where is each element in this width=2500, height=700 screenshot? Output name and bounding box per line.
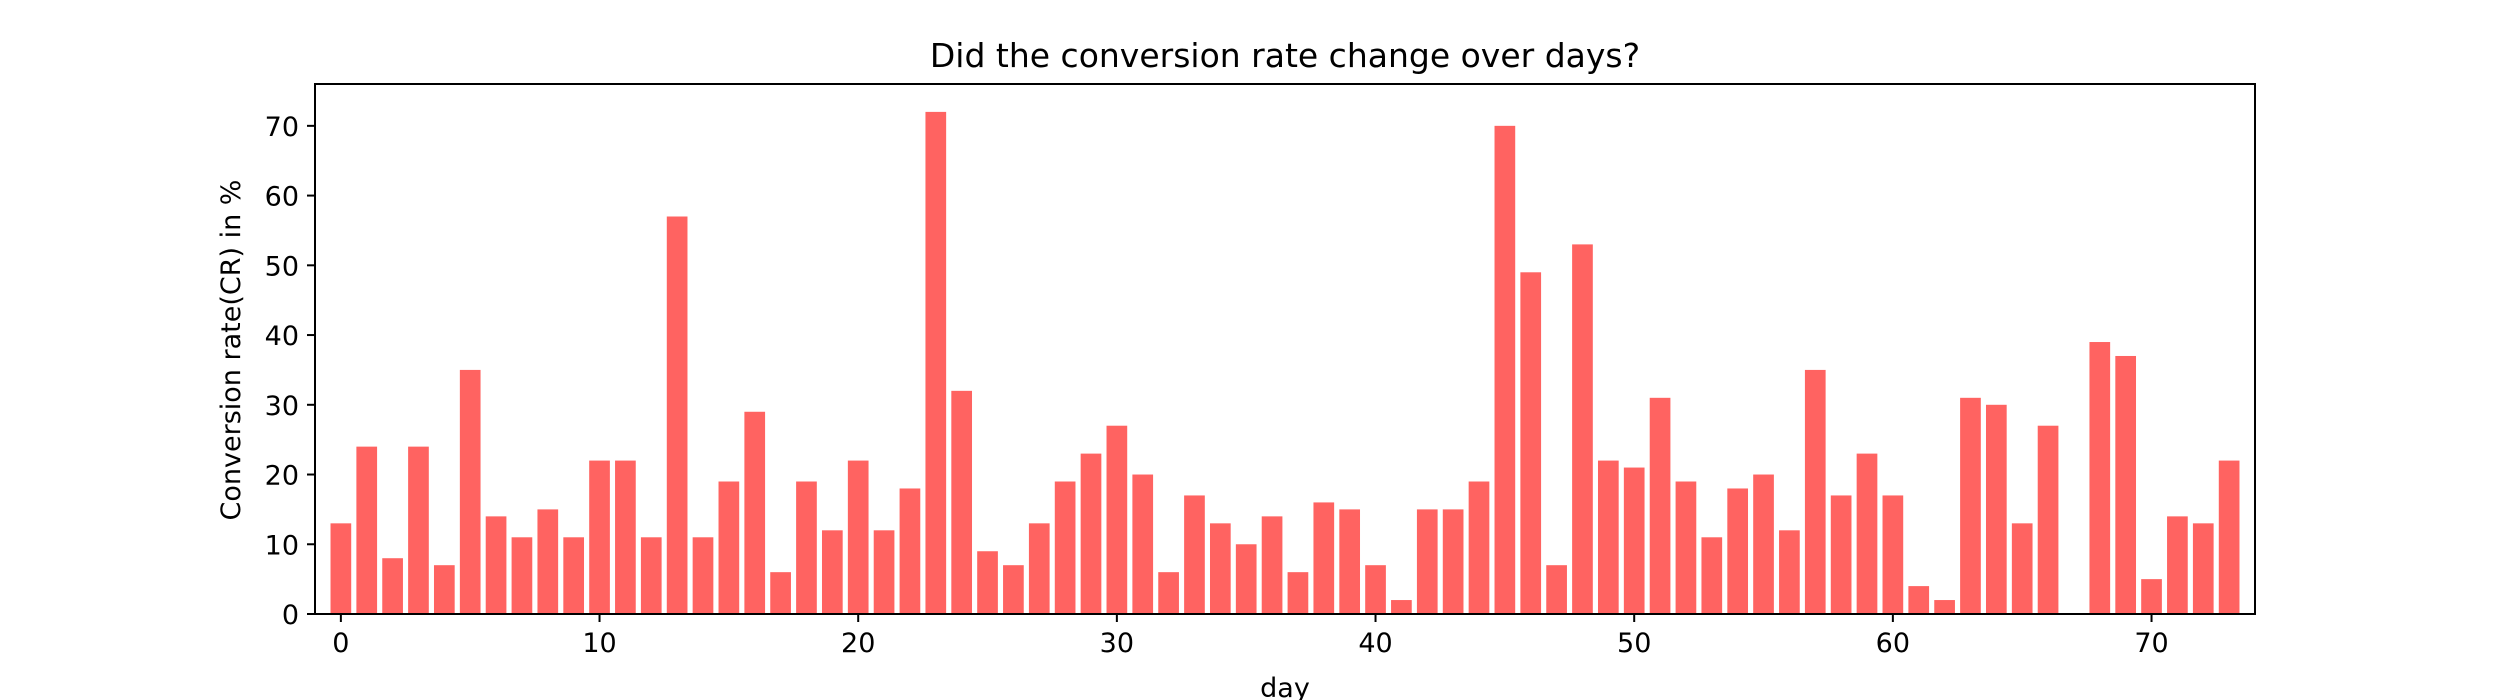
bar-day-55 — [1753, 474, 1774, 614]
bar-day-28 — [1054, 481, 1076, 614]
bar-day-6 — [485, 516, 507, 614]
bar-day-39 — [1339, 509, 1361, 614]
bar-day-72 — [2192, 523, 2214, 614]
bar-day-38 — [1313, 502, 1335, 614]
bar-day-11 — [615, 460, 636, 614]
y-tick-label: 20 — [265, 461, 299, 492]
x-tick-label: 20 — [841, 628, 875, 659]
bar-day-47 — [1546, 565, 1567, 614]
bar-day-50 — [1623, 467, 1645, 614]
bar-day-53 — [1701, 537, 1723, 614]
bar-day-68 — [2089, 342, 2111, 614]
bar-day-12 — [640, 537, 662, 614]
bar-day-48 — [1572, 244, 1593, 615]
bar-day-37 — [1287, 572, 1309, 614]
bar-day-25 — [977, 551, 998, 614]
bar-day-22 — [899, 488, 921, 614]
bar-day-49 — [1597, 460, 1619, 614]
bar-day-20 — [847, 460, 869, 614]
y-tick-label: 60 — [265, 182, 299, 213]
bar-day-45 — [1494, 125, 1516, 614]
bar-day-2 — [382, 558, 403, 614]
bar-day-57 — [1804, 369, 1826, 614]
bar-day-70 — [2141, 579, 2162, 614]
bar-day-51 — [1649, 397, 1671, 614]
y-tick-label: 30 — [265, 391, 299, 422]
bar-day-58 — [1830, 495, 1852, 614]
bar-day-5 — [459, 369, 481, 614]
x-tick-label: 40 — [1358, 628, 1392, 659]
bar-day-14 — [692, 537, 714, 614]
bar-day-10 — [589, 460, 610, 614]
bar-day-40 — [1365, 565, 1386, 614]
bar-day-41 — [1391, 600, 1412, 614]
x-axis-ticks: 0 10 20 30 40 50 60 70 — [332, 614, 2169, 659]
bars-group — [330, 111, 2240, 615]
y-tick-label: 70 — [265, 112, 299, 143]
bar-day-63 — [1960, 397, 1981, 614]
bar-day-71 — [2167, 516, 2188, 614]
x-tick-label: 10 — [582, 628, 616, 659]
bar-day-44 — [1468, 481, 1490, 614]
bar-day-3 — [408, 446, 429, 614]
bar-day-59 — [1856, 453, 1878, 614]
bar-day-0 — [330, 523, 352, 614]
bar-day-69 — [2115, 355, 2137, 614]
bar-day-64 — [1985, 404, 2007, 614]
bar-day-36 — [1261, 516, 1283, 614]
bar-day-9 — [563, 537, 585, 614]
bar-day-21 — [873, 530, 895, 614]
x-tick-label: 30 — [1100, 628, 1134, 659]
bar-day-7 — [511, 537, 533, 614]
bar-day-65 — [2011, 523, 2033, 614]
bar-day-13 — [666, 216, 688, 614]
y-tick-label: 0 — [282, 600, 299, 631]
bar-day-17 — [770, 572, 791, 614]
x-tick-label: 60 — [1876, 628, 1910, 659]
bar-day-35 — [1235, 544, 1257, 614]
bar-day-19 — [821, 530, 843, 614]
bar-day-42 — [1416, 509, 1438, 614]
bar-day-31 — [1132, 474, 1154, 614]
bar-day-4 — [433, 565, 455, 614]
bar-day-26 — [1003, 565, 1024, 614]
x-axis-label: day — [1260, 673, 1310, 700]
bar-day-52 — [1675, 481, 1697, 614]
bar-day-32 — [1158, 572, 1179, 614]
bar-day-23 — [925, 111, 947, 614]
bar-day-15 — [718, 481, 740, 614]
bar-day-24 — [951, 390, 973, 614]
x-tick-label: 70 — [2134, 628, 2168, 659]
bar-day-33 — [1184, 495, 1205, 614]
plot-frame — [314, 83, 2256, 615]
bar-day-46 — [1520, 272, 1542, 614]
y-tick-label: 40 — [265, 321, 299, 352]
bar-day-16 — [744, 411, 766, 614]
bar-day-27 — [1028, 523, 1050, 614]
y-tick-label: 10 — [265, 530, 299, 561]
bar-day-66 — [2037, 425, 2059, 614]
bar-day-8 — [537, 509, 559, 614]
x-tick-label: 50 — [1617, 628, 1651, 659]
bar-day-29 — [1080, 453, 1102, 614]
bar-day-56 — [1779, 530, 1800, 614]
chart-title: Did the conversion rate change over days… — [930, 36, 1640, 75]
bar-day-1 — [356, 446, 378, 614]
y-axis-label: Conversion rate(CR) in % — [216, 180, 247, 521]
bar-day-30 — [1106, 425, 1128, 614]
bar-day-34 — [1209, 523, 1231, 614]
bar-day-18 — [796, 481, 817, 614]
y-axis-ticks: 0 10 20 30 40 50 60 70 — [265, 112, 315, 631]
y-tick-label: 50 — [265, 251, 299, 282]
bar-day-73 — [2218, 460, 2240, 614]
x-tick-label: 0 — [332, 628, 349, 659]
bar-day-62 — [1934, 600, 1955, 614]
bar-day-61 — [1908, 586, 1930, 614]
bar-day-60 — [1882, 495, 1904, 614]
bar-day-54 — [1727, 488, 1749, 614]
bar-day-43 — [1442, 509, 1464, 614]
